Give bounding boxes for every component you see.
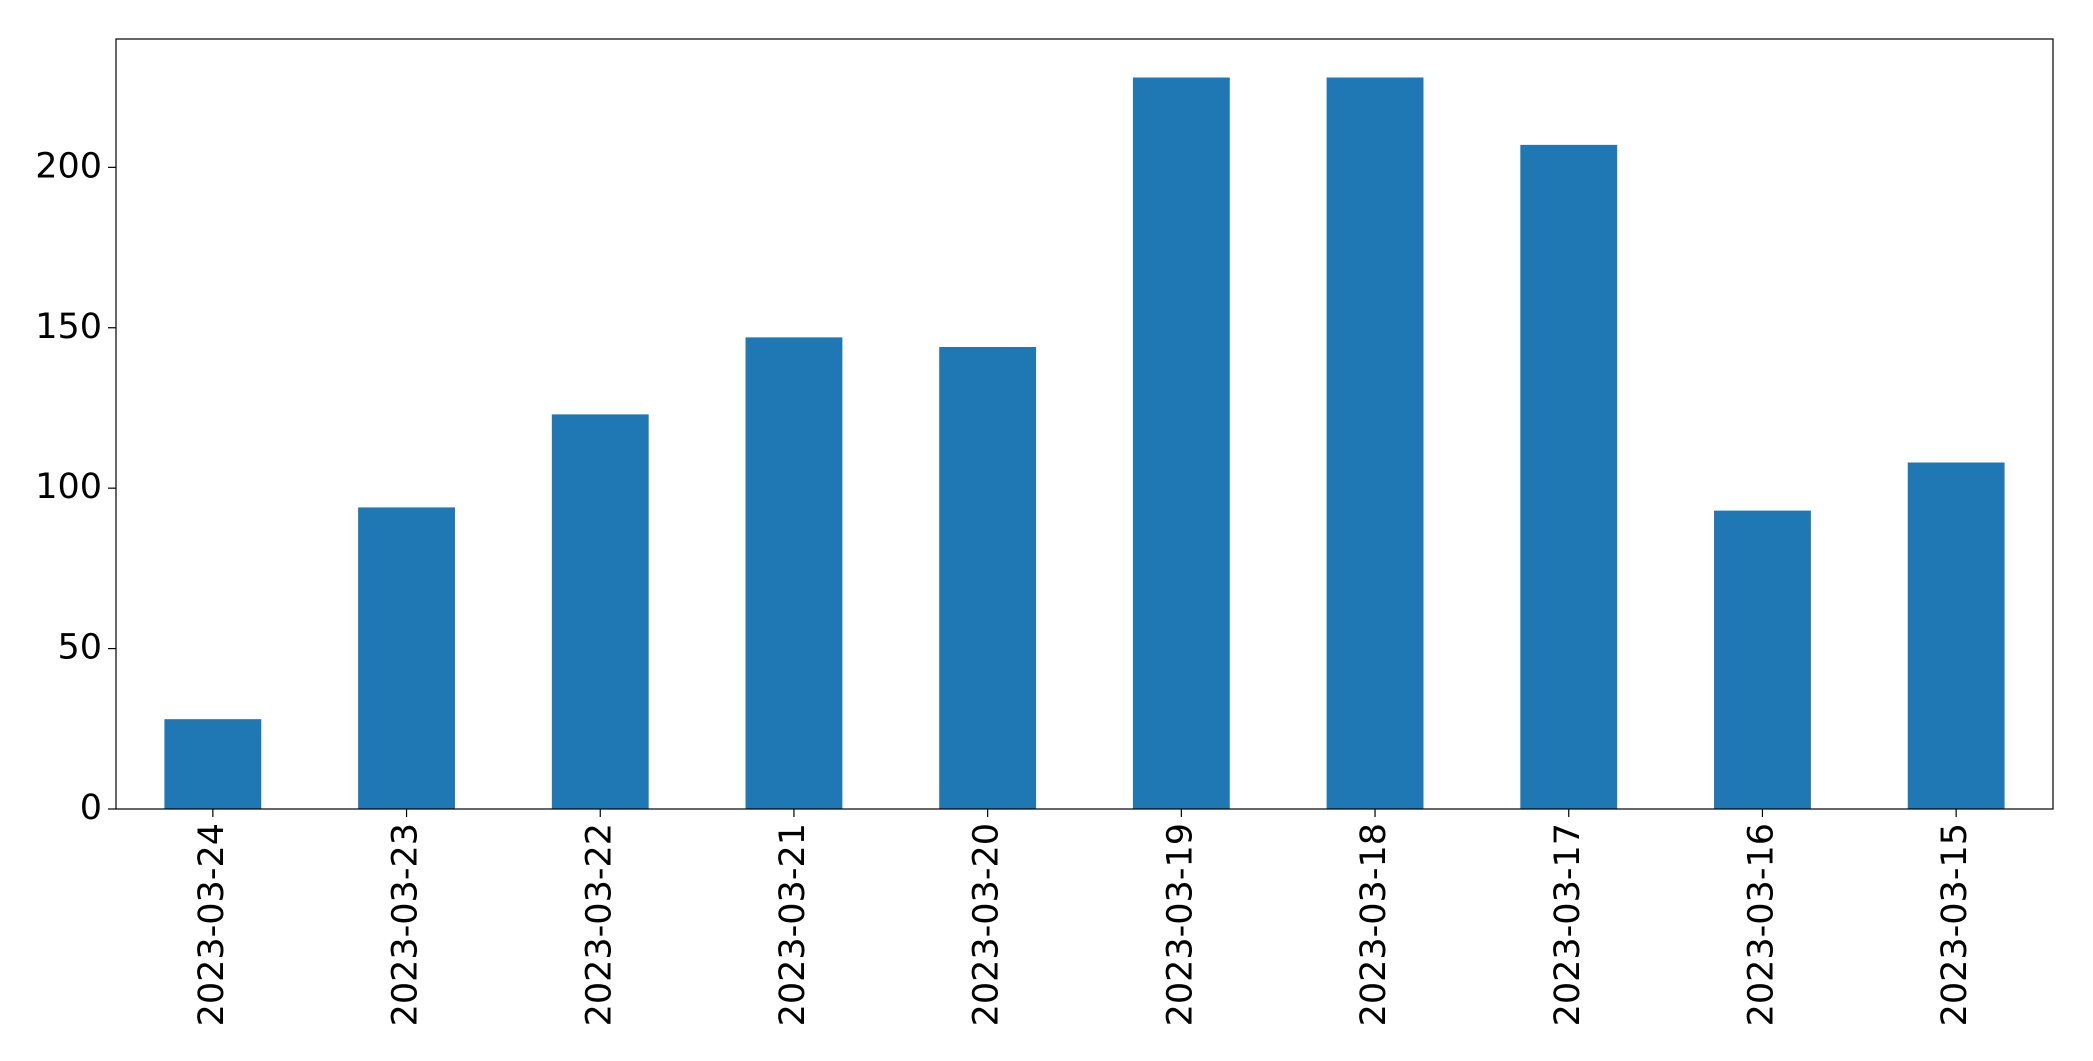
plot-frame: [115, 38, 2054, 810]
bar: [1520, 144, 1618, 809]
x-tick-label: 2023-03-18: [1354, 823, 1394, 1026]
bar: [1714, 510, 1811, 809]
x-tick-label: 2023-03-21: [773, 823, 813, 1026]
bar: [1326, 77, 1424, 809]
x-tick-label: 2023-03-22: [579, 823, 619, 1026]
x-tick-label: 2023-03-20: [967, 823, 1007, 1026]
x-tick-label: 2023-03-17: [1548, 823, 1588, 1026]
x-tick-label: 2023-03-16: [1741, 823, 1781, 1026]
x-tick-label: 2023-03-15: [1935, 823, 1975, 1026]
y-tick-label: 200: [35, 146, 102, 186]
x-tick-label: 2023-03-19: [1160, 823, 1200, 1026]
bar: [745, 337, 843, 809]
bar: [164, 719, 262, 809]
y-tick-label: 0: [80, 788, 102, 828]
bar: [1132, 77, 1230, 809]
y-tick-label: 50: [57, 628, 102, 668]
x-tick-label: 2023-03-23: [386, 823, 426, 1026]
bar: [358, 507, 455, 809]
y-tick-label: 150: [35, 307, 102, 347]
bar: [551, 414, 649, 809]
bar: [1907, 462, 2005, 809]
x-tick-label: 2023-03-24: [192, 823, 232, 1026]
y-tick-label: 100: [35, 467, 102, 507]
bar: [939, 347, 1037, 809]
